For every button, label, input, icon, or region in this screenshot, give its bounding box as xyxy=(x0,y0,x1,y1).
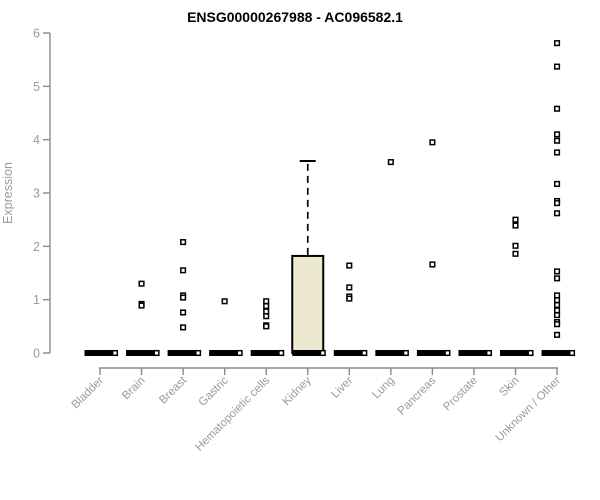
x-tick-label: Kidney xyxy=(281,374,315,408)
data-point xyxy=(444,349,451,357)
data-point xyxy=(554,297,561,304)
x-tick-label: Hematopoietic cells xyxy=(193,374,272,453)
median-bar xyxy=(250,350,282,356)
data-point xyxy=(221,298,228,305)
median-bar xyxy=(541,350,573,356)
data-point xyxy=(554,40,561,47)
data-point xyxy=(527,349,534,357)
y-tick-label: 6 xyxy=(33,27,40,41)
median-bar xyxy=(333,350,365,356)
median-bar xyxy=(500,350,531,356)
data-point xyxy=(554,292,561,299)
data-point xyxy=(429,139,436,146)
data-point xyxy=(554,301,561,309)
x-tick-label: Skin xyxy=(497,375,521,399)
median-bar xyxy=(458,350,490,356)
data-point xyxy=(236,349,243,357)
x-tick-label: Breast xyxy=(157,374,190,407)
median-bar xyxy=(209,350,241,356)
data-point xyxy=(180,294,187,301)
data-point xyxy=(263,313,270,320)
chart-title: ENSG00000267988 - AC096582.1 xyxy=(187,9,403,25)
data-point xyxy=(554,131,561,138)
data-point xyxy=(180,309,187,316)
data-point xyxy=(429,261,436,268)
data-point xyxy=(319,349,326,357)
data-point xyxy=(554,210,561,217)
y-tick-label: 3 xyxy=(33,187,40,201)
x-tick-label: Gastric xyxy=(197,374,231,408)
data-point xyxy=(554,321,561,328)
median-bar xyxy=(84,350,116,356)
x-tick-label: Prostate xyxy=(441,375,480,414)
data-point xyxy=(512,216,519,223)
data-point xyxy=(554,180,561,187)
x-tick-label: Lung xyxy=(370,375,397,402)
data-point xyxy=(180,267,187,274)
data-point xyxy=(554,307,561,314)
median-bar xyxy=(292,350,324,356)
data-point xyxy=(569,349,576,357)
data-point xyxy=(554,275,561,282)
data-point xyxy=(263,323,270,330)
data-point xyxy=(195,349,202,357)
median-bar xyxy=(416,350,448,356)
data-point xyxy=(512,250,519,257)
data-point xyxy=(346,262,353,269)
y-axis-label: Expression xyxy=(1,162,15,224)
median-bar xyxy=(167,350,199,356)
data-point xyxy=(554,331,561,338)
data-point xyxy=(346,284,353,291)
median-bar xyxy=(126,350,158,356)
data-point xyxy=(153,349,160,357)
data-point xyxy=(554,200,561,207)
data-point xyxy=(263,298,270,305)
data-point xyxy=(485,349,492,357)
data-point xyxy=(554,137,561,144)
data-point xyxy=(402,349,409,357)
y-tick-label: 1 xyxy=(33,293,40,307)
y-tick-label: 5 xyxy=(33,80,40,94)
data-point xyxy=(263,303,270,310)
x-tick-label: Brain xyxy=(120,375,147,402)
data-point xyxy=(138,302,145,309)
plot-area: 0 1 2 3 4 5 6 Bladder Brain Breast GastricHematopo… xyxy=(33,27,576,454)
data-point xyxy=(554,63,561,70)
y-tick-label: 0 xyxy=(33,347,40,361)
data-point xyxy=(554,149,561,156)
y-tick-label: 2 xyxy=(33,240,40,254)
data-point xyxy=(512,222,519,229)
data-point xyxy=(180,324,187,331)
data-point xyxy=(346,295,353,302)
data-point xyxy=(111,349,119,357)
x-tick-label: Bladder xyxy=(70,375,107,412)
x-tick-label: Pancreas xyxy=(396,374,439,417)
data-point xyxy=(554,268,561,275)
data-point xyxy=(278,349,285,357)
box-kidney xyxy=(291,254,325,355)
data-point xyxy=(512,242,519,249)
data-point xyxy=(387,159,394,166)
data-point xyxy=(361,349,368,357)
data-point xyxy=(180,239,187,246)
data-point xyxy=(554,312,561,319)
median-bar xyxy=(375,350,407,356)
data-point xyxy=(554,105,561,112)
x-tick-label: Liver xyxy=(329,375,355,401)
data-point xyxy=(263,308,270,315)
y-tick-label: 4 xyxy=(33,133,40,147)
data-point xyxy=(138,280,145,287)
